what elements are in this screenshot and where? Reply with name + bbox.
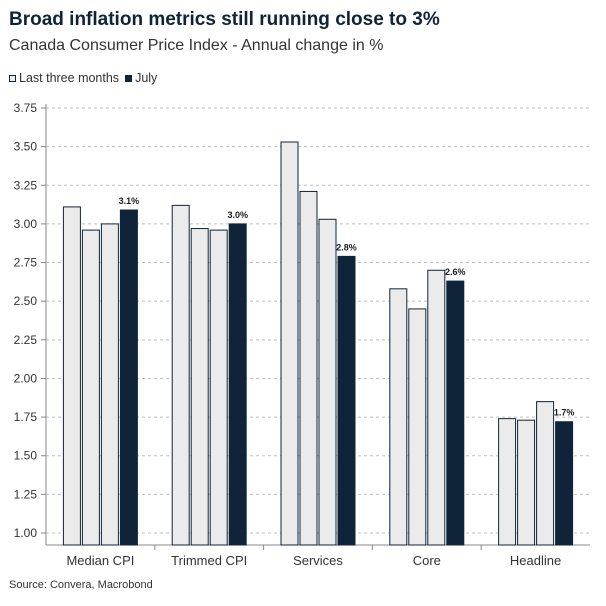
- category-label: Headline: [510, 553, 561, 568]
- bar-last-three-months: [100, 223, 119, 546]
- source-note: Source: Convera, Macrobond: [9, 579, 153, 591]
- bar-last-three-months: [517, 419, 536, 546]
- y-tick-label: 1.75: [14, 410, 38, 424]
- category-label: Core: [413, 553, 441, 568]
- legend-item-last-three-months: Last three months: [9, 71, 119, 85]
- bar-last-three-months: [427, 269, 446, 546]
- y-tick-label: 2.25: [14, 333, 38, 347]
- y-tick-label: 2.00: [14, 371, 38, 385]
- category-label: Trimmed CPI: [171, 553, 247, 568]
- chart-title: Broad inflation metrics still running cl…: [9, 9, 440, 30]
- bar-last-three-months: [389, 288, 408, 546]
- bar-july: [446, 280, 465, 546]
- bar-last-three-months: [171, 204, 190, 546]
- legend-swatch-july: [125, 74, 133, 82]
- y-tick-label: 3.75: [14, 101, 38, 115]
- y-tick-label: 3.00: [14, 217, 38, 231]
- bar-last-three-months: [498, 418, 517, 546]
- bar-chart: 1.00 1.25 1.50 1.75 2.00 2.25 2.50 2.75 3.00 3.25…: [14, 101, 590, 568]
- bar-last-three-months: [209, 229, 228, 546]
- y-tick-label: 1.00: [14, 526, 38, 540]
- bar-july: [337, 255, 356, 546]
- y-tick-label: 2.50: [14, 294, 38, 308]
- category-label: Median CPI: [66, 553, 134, 568]
- legend: Last three months July: [9, 71, 163, 85]
- y-tick-label: 1.50: [14, 449, 38, 463]
- bar-last-three-months: [299, 190, 318, 546]
- bar-last-three-months: [62, 206, 81, 546]
- y-tick-label: 2.75: [14, 256, 38, 270]
- y-tick-label: 1.25: [14, 487, 38, 501]
- data-label: 3.0%: [227, 210, 248, 220]
- bar-july: [228, 223, 247, 546]
- y-tick-label: 3.50: [14, 140, 38, 154]
- legend-label-last-three-months: Last three months: [19, 71, 120, 85]
- bar-last-three-months: [190, 228, 209, 546]
- data-label: 3.1%: [119, 196, 140, 206]
- bar-july: [119, 209, 138, 546]
- legend-swatch-last-three-months: [9, 74, 16, 82]
- chart-subtitle: Canada Consumer Price Index - Annual cha…: [9, 37, 384, 54]
- data-label: 1.7%: [554, 408, 575, 418]
- bar-last-three-months: [81, 229, 100, 546]
- bar-july: [555, 421, 574, 546]
- legend-item-july: July: [125, 71, 157, 85]
- bar-last-three-months: [318, 218, 337, 546]
- data-label: 2.6%: [445, 267, 466, 277]
- data-label: 2.8%: [336, 242, 357, 252]
- legend-label-july: July: [135, 71, 158, 85]
- bar-last-three-months: [536, 401, 555, 546]
- bar-last-three-months: [280, 141, 299, 546]
- bar-last-three-months: [408, 308, 427, 546]
- category-label: Services: [293, 553, 343, 568]
- y-tick-label: 3.25: [14, 178, 38, 192]
